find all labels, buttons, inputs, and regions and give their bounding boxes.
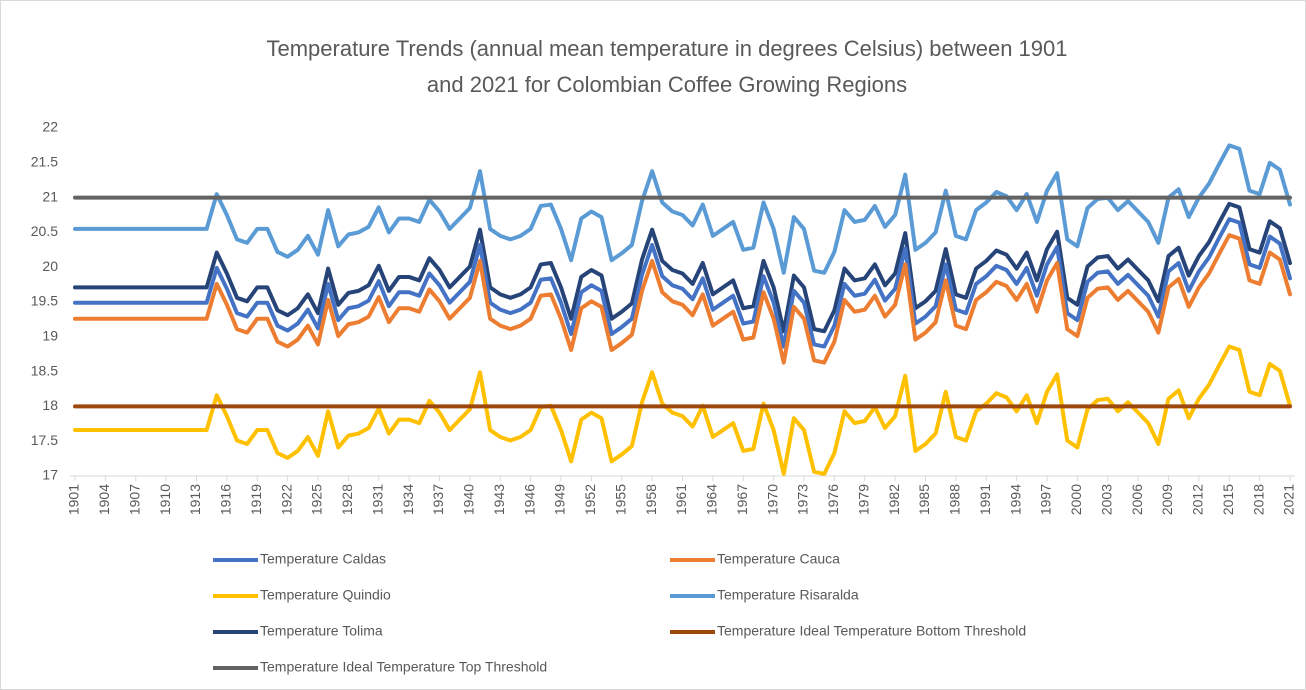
y-tick-label: 22 (42, 119, 58, 135)
x-tick-label: 2000 (1068, 484, 1084, 515)
legend-label: Temperature Ideal Temperature Top Thresh… (260, 659, 547, 675)
y-tick-label: 17.5 (31, 432, 58, 448)
x-tick-label: 1937 (430, 484, 446, 515)
series-line (73, 233, 1292, 365)
x-tick-label: 1994 (1007, 484, 1023, 515)
x-tick-label: 1952 (582, 484, 598, 515)
y-tick-label: 20.5 (31, 223, 58, 239)
y-tick-label: 18 (42, 397, 58, 413)
legend-label: Temperature Ideal Temperature Bottom Thr… (717, 623, 1026, 639)
x-tick-label: 1982 (886, 484, 902, 515)
legend-label: Temperature Caldas (260, 551, 386, 567)
x-tick-label: 1913 (187, 484, 203, 515)
y-tick-label: 20 (42, 258, 58, 274)
y-tick-label: 17 (42, 467, 58, 483)
legend-label: Temperature Tolima (260, 623, 383, 639)
x-tick-label: 1976 (825, 484, 841, 515)
legend-label: Temperature Risaralda (717, 587, 859, 603)
chart-title: and 2021 for Colombian Coffee Growing Re… (427, 72, 907, 97)
legend-label: Temperature Cauca (717, 551, 840, 567)
x-tick-label: 1904 (96, 484, 112, 515)
x-tick-label: 1979 (855, 484, 871, 515)
x-tick-label: 1988 (947, 484, 963, 515)
x-tick-label: 1970 (764, 484, 780, 515)
x-tick-label: 1955 (612, 484, 628, 515)
x-tick-label: 1928 (339, 484, 355, 515)
x-tick-label: 1964 (704, 484, 720, 515)
x-tick-label: 1961 (673, 484, 689, 515)
y-tick-label: 19 (42, 328, 58, 344)
x-tick-label: 1946 (521, 484, 537, 515)
x-tick-label: 1934 (400, 484, 416, 515)
chart-title: Temperature Trends (annual mean temperat… (266, 36, 1067, 61)
x-tick-label: 1967 (734, 484, 750, 515)
x-tick-label: 1925 (309, 484, 325, 515)
x-tick-label: 2021 (1281, 484, 1297, 515)
x-tick-label: 1907 (126, 484, 142, 515)
series-line (73, 217, 1292, 349)
x-tick-label: 2003 (1098, 484, 1114, 515)
y-tick-label: 21 (42, 188, 58, 204)
x-tick-label: 2015 (1220, 484, 1236, 515)
y-tick-label: 18.5 (31, 362, 58, 378)
x-tick-label: 1931 (369, 484, 385, 515)
x-tick-label: 1973 (795, 484, 811, 515)
x-tick-label: 1991 (977, 484, 993, 515)
series-line (73, 201, 1292, 334)
x-tick-label: 1943 (491, 484, 507, 515)
x-tick-label: 2006 (1129, 484, 1145, 515)
x-tick-label: 2012 (1190, 484, 1206, 515)
series-line (73, 344, 1292, 476)
x-tick-label: 1922 (278, 484, 294, 515)
x-tick-label: 1985 (916, 484, 932, 515)
x-tick-label: 1901 (66, 484, 82, 515)
x-tick-label: 1997 (1038, 484, 1054, 515)
x-tick-label: 2009 (1159, 484, 1175, 515)
x-tick-label: 1940 (461, 484, 477, 515)
x-tick-label: 1910 (157, 484, 173, 515)
x-tick-label: 2018 (1250, 484, 1266, 515)
y-tick-label: 21.5 (31, 154, 58, 170)
x-tick-label: 1916 (218, 484, 234, 515)
x-tick-label: 1958 (643, 484, 659, 515)
y-tick-label: 19.5 (31, 293, 58, 309)
legend-label: Temperature Quindio (260, 587, 391, 603)
x-tick-label: 1919 (248, 484, 264, 515)
x-tick-label: 1949 (552, 484, 568, 515)
series-line (73, 143, 1292, 275)
